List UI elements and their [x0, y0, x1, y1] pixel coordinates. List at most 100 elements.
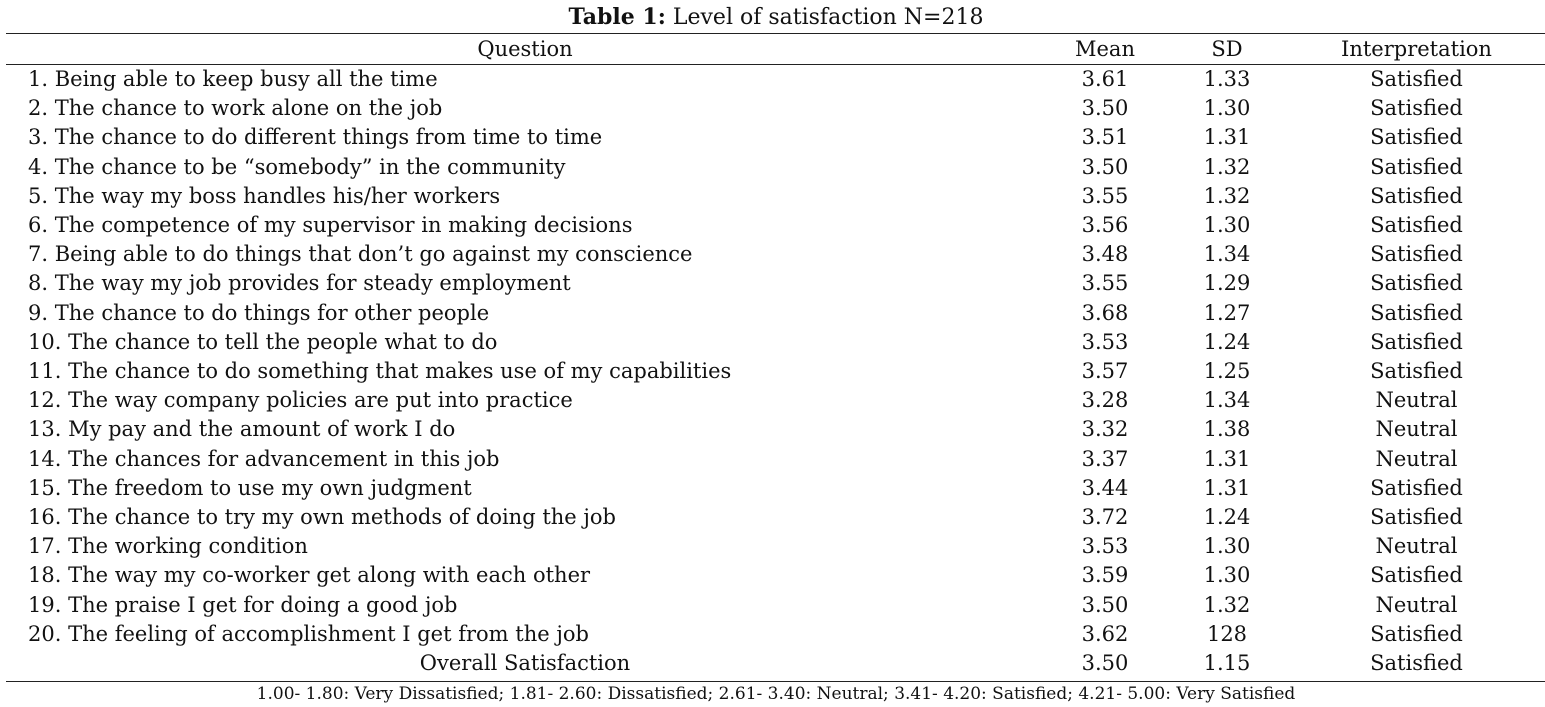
- table-row: 3. The chance to do different things fro…: [6, 123, 1545, 152]
- sd-cell: 1.30: [1203, 534, 1251, 559]
- table-row: 10. The chance to tell the people what t…: [6, 328, 1545, 357]
- question-cell: 3. The chance to do different things fro…: [28, 125, 603, 150]
- table-row: 4. The chance to be “somebody” in the co…: [6, 153, 1545, 182]
- interpretation-cell: Satisfied: [1370, 96, 1463, 121]
- interpretation-cell: Satisfied: [1370, 125, 1463, 150]
- column-header-mean: Mean: [1075, 37, 1135, 61]
- mean-cell: 3.61: [1081, 67, 1129, 91]
- sd-cell: 1.31: [1203, 475, 1251, 500]
- table-row: 17. The working condition 3.53 1.30 Neutral: [6, 532, 1545, 561]
- question-cell: 20. The feeling of accomplishment I get …: [28, 621, 589, 646]
- mean-cell: 3.53: [1081, 534, 1129, 559]
- table-row: 18. The way my co-worker get along with …: [6, 561, 1545, 590]
- mean-cell: 3.44: [1081, 475, 1129, 500]
- overall-row: Overall Satisfaction 3.50 1.15 Satisfied: [6, 649, 1545, 678]
- mean-cell: 3.37: [1081, 446, 1129, 471]
- interpretation-cell: Satisfied: [1370, 213, 1463, 238]
- question-cell: 4. The chance to be “somebody” in the co…: [28, 154, 566, 179]
- mean-cell: 3.62: [1081, 621, 1129, 646]
- interpretation-cell: Satisfied: [1370, 154, 1463, 179]
- mean-cell: 3.55: [1081, 271, 1129, 296]
- column-header-sd: SD: [1211, 37, 1243, 61]
- table-row: 1. Being able to keep busy all the time 3…: [6, 65, 1545, 94]
- mean-cell: 3.68: [1081, 300, 1129, 325]
- mean-cell: 3.59: [1081, 563, 1129, 588]
- mean-cell: 3.57: [1081, 359, 1129, 384]
- interpretation-cell: Neutral: [1375, 534, 1458, 559]
- question-cell: 12. The way company policies are put int…: [28, 388, 573, 413]
- interpretation-cell: Satisfied: [1370, 271, 1463, 296]
- table-row: 13. My pay and the amount of work I do 3.…: [6, 415, 1545, 444]
- interpretation-cell: Satisfied: [1370, 359, 1463, 384]
- table-body: 1. Being able to keep busy all the time 3…: [6, 65, 1545, 678]
- mean-cell: 3.55: [1081, 183, 1129, 208]
- sd-cell: 1.27: [1203, 300, 1251, 325]
- column-header-question: Question: [477, 37, 573, 61]
- question-cell: 8. The way my job provides for steady em…: [28, 271, 571, 296]
- sd-cell: 1.31: [1203, 446, 1251, 471]
- sd-cell: 1.32: [1203, 154, 1251, 179]
- interpretation-cell: Neutral: [1375, 592, 1458, 617]
- mean-cell: 3.53: [1081, 329, 1129, 354]
- table-row: 5. The way my boss handles his/her worke…: [6, 182, 1545, 211]
- question-cell: 16. The chance to try my own methods of …: [28, 505, 616, 530]
- question-cell: 6. The competence of my supervisor in ma…: [28, 213, 633, 238]
- table-row: 11. The chance to do something that make…: [6, 357, 1545, 386]
- interpretation-cell: Satisfied: [1370, 67, 1463, 91]
- table-row: 16. The chance to try my own methods of …: [6, 503, 1545, 532]
- interpretation-cell: Satisfied: [1370, 621, 1463, 646]
- interpretation-cell: Satisfied: [1370, 329, 1463, 354]
- interpretation-cell: Satisfied: [1370, 183, 1463, 208]
- table-caption-label: Table 1:: [568, 4, 666, 30]
- sd-cell: 1.30: [1203, 96, 1251, 121]
- overall-mean-cell: 3.50: [1081, 651, 1129, 676]
- interpretation-cell: Satisfied: [1370, 300, 1463, 325]
- table-row: 20. The feeling of accomplishment I get …: [6, 620, 1545, 649]
- table-header-row: Question Mean SD Interpretation: [6, 34, 1545, 65]
- sd-cell: 1.25: [1203, 359, 1251, 384]
- question-cell: 17. The working condition: [28, 534, 308, 559]
- table-bottom-rule: [6, 681, 1545, 682]
- mean-cell: 3.48: [1081, 242, 1129, 267]
- mean-cell: 3.72: [1081, 505, 1129, 530]
- table-row: 12. The way company policies are put int…: [6, 386, 1545, 415]
- sd-cell: 1.31: [1203, 125, 1251, 150]
- question-cell: 14. The chances for advancement in this …: [28, 446, 500, 471]
- question-cell: 1. Being able to keep busy all the time: [28, 67, 438, 91]
- overall-sd-cell: 1.15: [1203, 651, 1251, 676]
- mean-cell: 3.50: [1081, 96, 1129, 121]
- interpretation-cell: Satisfied: [1370, 505, 1463, 530]
- sd-cell: 1.30: [1203, 563, 1251, 588]
- question-cell: 2. The chance to work alone on the job: [28, 96, 443, 121]
- interpretation-cell: Neutral: [1375, 388, 1458, 413]
- sd-cell: 1.33: [1203, 67, 1251, 91]
- mean-cell: 3.51: [1081, 125, 1129, 150]
- sd-cell: 1.24: [1203, 505, 1251, 530]
- sd-cell: 1.32: [1203, 183, 1251, 208]
- table-top-rule: [6, 33, 1545, 34]
- question-cell: 19. The praise I get for doing a good jo…: [28, 592, 458, 617]
- mean-cell: 3.56: [1081, 213, 1129, 238]
- mean-cell: 3.28: [1081, 388, 1129, 413]
- table-row: 8. The way my job provides for steady em…: [6, 269, 1545, 298]
- question-cell: 11. The chance to do something that make…: [28, 359, 732, 384]
- interpretation-cell: Neutral: [1375, 446, 1458, 471]
- satisfaction-table: Question Mean SD Interpretation 1. Being…: [6, 34, 1545, 678]
- interpretation-cell: Satisfied: [1370, 475, 1463, 500]
- sd-cell: 1.32: [1203, 592, 1251, 617]
- table-row: 9. The chance to do things for other peo…: [6, 299, 1545, 328]
- interpretation-cell: Satisfied: [1370, 242, 1463, 267]
- table-row: 15. The freedom to use my own judgment 3.…: [6, 474, 1545, 503]
- sd-cell: 1.29: [1203, 271, 1251, 296]
- sd-cell: 1.34: [1203, 388, 1251, 413]
- sd-cell: 1.24: [1203, 329, 1251, 354]
- interpretation-cell: Satisfied: [1370, 563, 1463, 588]
- interpretation-cell: Neutral: [1375, 417, 1458, 442]
- mean-cell: 3.50: [1081, 154, 1129, 179]
- question-cell: 10. The chance to tell the people what t…: [28, 329, 498, 354]
- question-cell: 5. The way my boss handles his/her worke…: [28, 183, 501, 208]
- table-row: 7. Being able to do things that don’t go…: [6, 240, 1545, 269]
- table-row: 6. The competence of my supervisor in ma…: [6, 211, 1545, 240]
- sd-cell: 1.34: [1203, 242, 1251, 267]
- question-cell: 18. The way my co-worker get along with …: [28, 563, 591, 588]
